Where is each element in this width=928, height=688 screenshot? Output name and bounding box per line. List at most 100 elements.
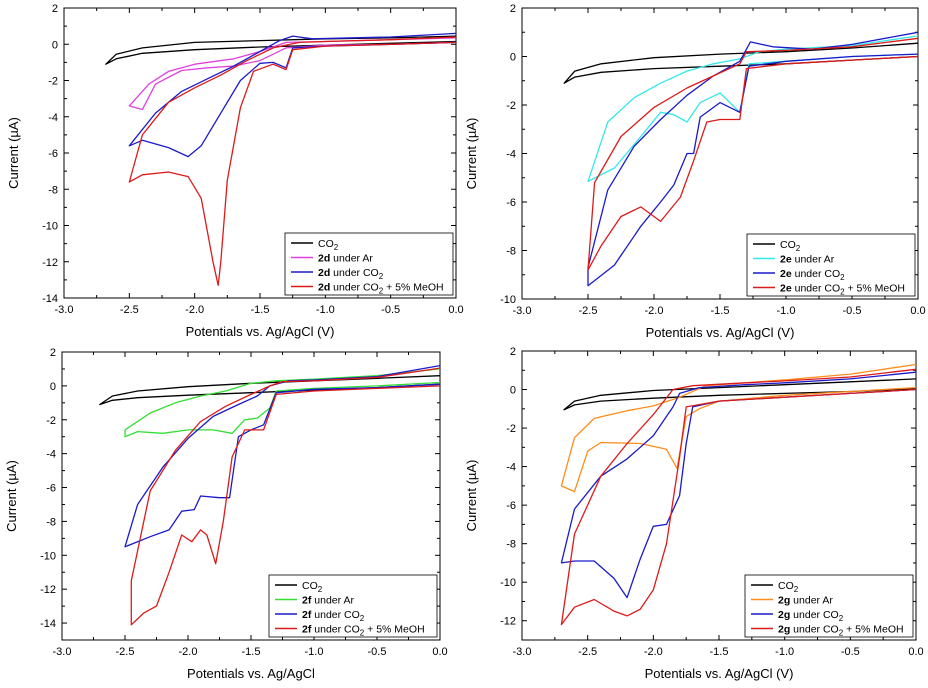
y-axis-title: Current (µA) <box>4 460 19 532</box>
legend-compound: 2g <box>778 595 790 607</box>
y-tick-label: 2 <box>510 3 516 15</box>
series-line <box>99 375 441 406</box>
legend-condition: under Ar <box>790 595 833 607</box>
series-line <box>587 31 919 287</box>
x-tick-label: 0.0 <box>432 646 447 658</box>
legend-label: 2g under Ar <box>778 595 833 607</box>
legend-compound: 2f <box>302 624 312 636</box>
x-tick-label: -2.0 <box>185 304 204 316</box>
y-tick-label: -10 <box>40 550 56 562</box>
legend-subscript: 2 <box>318 585 323 594</box>
y-tick-label: 0 <box>510 385 516 397</box>
panel-2g: -3.0 -2.5 -2.0 -1.5 -1.0 -0.5 0.0 -12 -10 -8 -6 -4 -… <box>464 346 924 681</box>
y-tick-label: -14 <box>42 293 58 305</box>
y-axis-title: Current (µA) <box>464 118 479 190</box>
legend-condition: CO <box>302 580 318 592</box>
x-tick-label: -0.5 <box>841 646 860 658</box>
x-tick-label: -1.5 <box>251 304 270 316</box>
legend-compound: 2e <box>780 268 792 280</box>
legend-condition: under Ar <box>792 254 835 266</box>
legend-compound: 2d <box>318 267 330 279</box>
x-tick-label: -2.5 <box>116 646 135 658</box>
y-tick-label: -4 <box>46 449 56 461</box>
y-tick-label: -4 <box>48 112 58 124</box>
y-tick-label: 2 <box>52 3 58 15</box>
legend-label: 2e under CO2 <box>780 268 845 282</box>
x-tick-label: -2.5 <box>579 305 598 317</box>
legend-condition: under CO <box>330 282 378 294</box>
y-tick-label: -4 <box>506 462 516 474</box>
legend-additive: + 5% MeOH <box>364 624 424 636</box>
legend-compound: 2d <box>318 282 330 294</box>
x-tick-label: -1.0 <box>777 305 796 317</box>
y-tick-label: -10 <box>500 577 516 589</box>
x-tick-label: -2.0 <box>645 305 664 317</box>
y-tick-label: -2 <box>506 100 516 112</box>
y-tick-label: 2 <box>510 346 516 358</box>
series-line <box>560 371 917 599</box>
y-tick-label: -8 <box>506 246 516 258</box>
y-tick-label: 0 <box>52 39 58 51</box>
legend-compound: 2f <box>302 595 312 607</box>
legend-subscript: 2 <box>379 272 384 281</box>
legend-label: 2g under CO2 + 5% MeOH <box>778 624 904 638</box>
x-axis-title: Potentials vs. Ag/AgCl (V) <box>646 325 795 340</box>
series-line <box>124 364 441 548</box>
series-line <box>124 368 441 438</box>
legend-subscript: 2 <box>334 243 339 252</box>
x-axis-title: Potentials vs. Ag/AgCl (V) <box>645 666 794 681</box>
legend-subscript: 2 <box>839 614 844 623</box>
panel-2f: -3.0 -2.5 -2.0 -1.5 -1.0 -0.5 0.0 -14 -12 -10 -8 -6… <box>4 347 448 681</box>
y-tick-label: -8 <box>506 539 516 551</box>
y-tick-label: -10 <box>42 221 58 233</box>
legend-subscript: 2 <box>794 585 799 594</box>
legend-label: CO2 <box>318 238 339 252</box>
x-tick-label: 0.0 <box>448 304 463 316</box>
legend-condition: under CO <box>330 267 378 279</box>
y-tick-label: 0 <box>510 52 516 64</box>
x-tick-label: 0.0 <box>910 305 925 317</box>
y-tick-label: 0 <box>50 381 56 393</box>
legend-condition: CO <box>318 238 334 250</box>
series-line <box>563 42 919 84</box>
legend-condition: CO <box>778 580 794 592</box>
y-tick-label: -12 <box>40 584 56 596</box>
legend-subscript: 2 <box>360 629 365 638</box>
legend-additive: + 5% MeOH <box>383 282 443 294</box>
legend-additive: + 5% MeOH <box>845 283 905 295</box>
legend-label: CO2 <box>302 580 323 594</box>
x-tick-label: -2.0 <box>644 646 663 658</box>
y-tick-label: -4 <box>506 149 516 161</box>
x-tick-label: -2.5 <box>578 646 597 658</box>
legend-label: CO2 <box>778 580 799 594</box>
x-tick-label: -1.5 <box>711 305 730 317</box>
y-tick-label: -2 <box>48 76 58 88</box>
series-line <box>587 37 919 271</box>
legend-subscript: 2 <box>840 273 845 282</box>
legend-condition: under CO <box>790 609 838 621</box>
y-tick-label: -2 <box>46 415 56 427</box>
legend-compound: 2e <box>780 254 792 266</box>
legend-compound: 2g <box>778 624 790 636</box>
y-tick-label: -14 <box>40 618 56 630</box>
legend-additive: + 5% MeOH <box>843 624 903 636</box>
x-tick-label: -1.5 <box>242 646 261 658</box>
x-tick-label: -0.5 <box>381 304 400 316</box>
y-tick-label: -6 <box>46 483 56 495</box>
series-line <box>563 378 917 411</box>
y-tick-label: -8 <box>48 184 58 196</box>
legend-condition: under CO <box>792 283 840 295</box>
panel-2e: -3.0 -2.5 -2.0 -1.5 -1.0 -0.5 0.0 -10 -8 -6 -4 -2 0 2… <box>464 3 926 340</box>
panel-2d: -3.0 -2.5 -2.0 -1.5 -1.0 -0.5 0.0 -14 -12 -10 -8 -6… <box>6 3 464 339</box>
x-tick-label: -1.5 <box>710 646 729 658</box>
series-line <box>128 36 457 286</box>
legend-label: 2e under Ar <box>780 254 835 266</box>
x-tick-label: -3.0 <box>55 304 74 316</box>
legend-label: 2f under Ar <box>302 595 354 607</box>
series-line <box>587 35 919 183</box>
